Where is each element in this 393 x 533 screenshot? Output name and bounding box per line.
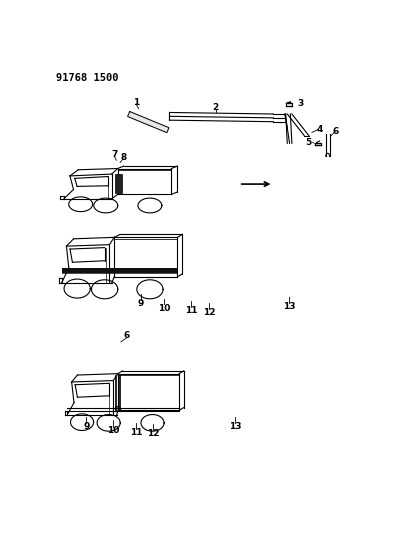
Text: 11: 11 <box>130 429 143 437</box>
Text: 8: 8 <box>121 152 127 161</box>
Text: 10: 10 <box>107 426 119 435</box>
Text: 1: 1 <box>133 98 140 107</box>
Text: 3: 3 <box>297 99 303 108</box>
Text: 4: 4 <box>316 125 323 134</box>
Text: 91768 1500: 91768 1500 <box>56 73 119 83</box>
Text: 2: 2 <box>213 102 219 111</box>
Polygon shape <box>128 111 169 133</box>
Bar <box>62 268 177 273</box>
Text: 11: 11 <box>185 306 197 315</box>
Text: 10: 10 <box>158 304 170 312</box>
Text: 7: 7 <box>112 150 118 159</box>
Text: 13: 13 <box>229 422 241 431</box>
Text: 6: 6 <box>332 127 339 136</box>
Text: 9: 9 <box>138 299 144 308</box>
Text: 13: 13 <box>283 302 295 311</box>
Text: 5: 5 <box>306 138 312 147</box>
Text: 12: 12 <box>203 308 216 317</box>
Bar <box>115 174 122 193</box>
Text: 9: 9 <box>83 422 90 431</box>
Text: 12: 12 <box>147 429 160 438</box>
Text: 6: 6 <box>124 330 130 340</box>
